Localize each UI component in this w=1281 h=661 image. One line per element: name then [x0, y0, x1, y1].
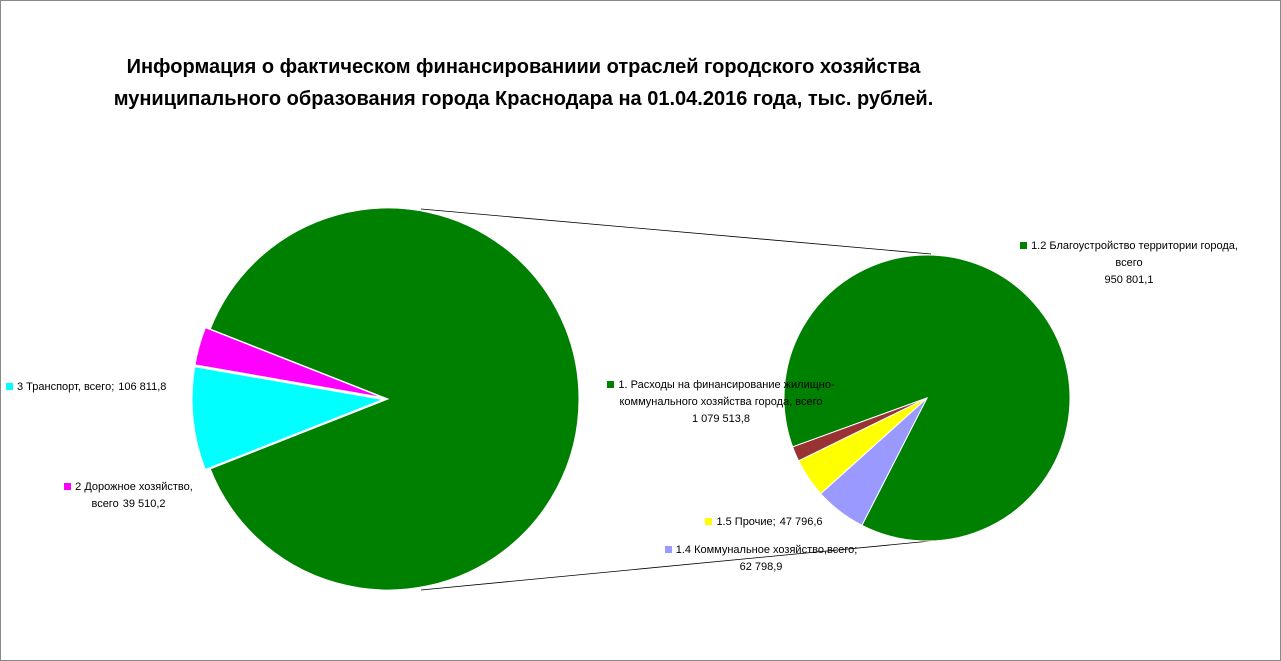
legend-entry: 1.5 Прочие; 47 796,6	[689, 514, 839, 531]
legend-entry: 1.2 Благоустройство территории города, в…	[1019, 238, 1239, 289]
data-label: 1 079 513,8	[691, 413, 751, 425]
data-label: 39 510,2	[122, 498, 166, 510]
chart-title: муниципального образования города Красно…	[113, 88, 934, 110]
legend-entry: 3 Транспорт, всего; 106 811,8	[6, 379, 266, 396]
data-label: 47 796,6	[779, 516, 823, 528]
pie-slice	[194, 327, 384, 399]
connector-line	[420, 208, 932, 255]
legend-marker	[607, 381, 615, 388]
connector-line	[420, 540, 932, 591]
chart-title: Информация о фактическом финансированиии…	[126, 56, 921, 78]
legend-marker	[6, 383, 13, 390]
legend-marker	[705, 518, 713, 525]
legend-label: 3 Транспорт, всего;	[17, 381, 115, 393]
data-label: 950 801,1	[1104, 274, 1154, 286]
data-label: 106 811,8	[118, 381, 167, 393]
legend-entry: 1.4 Коммунальное хозяйство,всего; 62 798,…	[641, 542, 881, 576]
legend-marker	[1020, 242, 1028, 249]
legend-entry: 1. Расходы на финансирование жилищно-ком…	[586, 377, 856, 428]
legend-label: 1. Расходы на финансирование жилищно-ком…	[618, 379, 835, 408]
pie-slice	[191, 366, 385, 471]
legend-label: 2 Дорожное хозяйство, всего	[75, 481, 193, 510]
legend-marker	[664, 546, 672, 553]
legend-label: 1.5 Прочие;	[716, 516, 776, 528]
data-label: 62 798,9	[739, 561, 783, 573]
pie-slice	[209, 207, 580, 591]
legend-entry: 2 Дорожное хозяйство, всего 39 510,2	[41, 479, 216, 513]
legend-marker	[64, 483, 72, 490]
pie-slice	[791, 397, 928, 462]
legend-label: 1.2 Благоустройство территории города, в…	[1031, 240, 1238, 269]
legend-label: 1.4 Коммунальное хозяйство,всего;	[675, 544, 858, 556]
